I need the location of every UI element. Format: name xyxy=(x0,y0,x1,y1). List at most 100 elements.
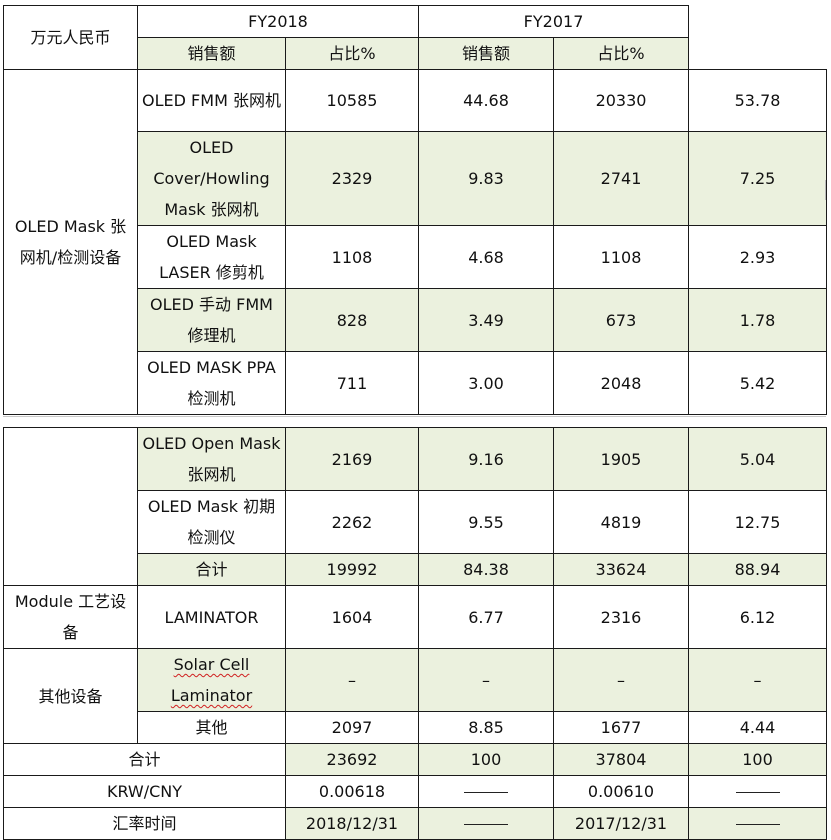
cell-fy2018-sales: 2097 xyxy=(285,711,419,744)
table-row: OLED Mask 张网机/检测设备 OLED FMM 张网机 10585 44… xyxy=(3,69,828,415)
col-header-share-2017: 占比% xyxy=(553,37,690,70)
cell-fy2017-share: 6.12 xyxy=(688,585,827,649)
table-row: OLED Open Mask 张网机 2169 9.16 1905 5.04 xyxy=(3,427,827,586)
cell-fy2018-share: 9.83 xyxy=(418,131,555,226)
cell-fy2017-share: 7.25 xyxy=(688,131,828,226)
cell-fy2017-share: 1.78 xyxy=(688,288,828,352)
cell-fy2018-share: 3.00 xyxy=(418,351,555,415)
total-fy2018-sales: 23692 xyxy=(285,743,419,776)
cell-fy2017-sales: 1677 xyxy=(553,711,689,744)
total-fy2018-share: 100 xyxy=(418,743,554,776)
cell-fy2018-share: 4.68 xyxy=(418,225,555,289)
page-break-line xyxy=(3,416,826,417)
col-header-share-2018: 占比% xyxy=(284,37,420,70)
fx-fy2017-dash xyxy=(688,775,827,808)
year-header-fy2018: FY2018 xyxy=(136,5,420,38)
row-label: OLED Mask LASER 修剪机 xyxy=(137,225,286,289)
group-label-other: 其他设备 xyxy=(3,648,138,744)
cell-fy2017-share: 5.04 xyxy=(688,427,827,491)
total-label: 合计 xyxy=(3,743,286,776)
col-header-sales-2017: 销售额 xyxy=(418,37,555,70)
cell-fy2018-share: 8.85 xyxy=(418,711,554,744)
row-label: OLED FMM 张网机 xyxy=(137,69,286,132)
row-label: Solar Cell Laminator xyxy=(137,648,286,712)
cell-fy2018-share: 9.55 xyxy=(418,490,554,554)
sales-table-part-1: 万元人民币 FY2018 FY2017 销售额 占比% 销售额 占比% OLED… xyxy=(3,5,828,415)
cell-fy2018-share: – xyxy=(418,648,554,712)
cell-fy2017-share: – xyxy=(688,648,827,712)
table-row-fx: KRW/CNY 0.00618 0.00610 xyxy=(3,775,827,808)
cell-fy2017-sales: 1905 xyxy=(553,427,689,491)
fx-date-label: 汇率时间 xyxy=(3,807,286,840)
cell-fy2018-share: 3.49 xyxy=(418,288,555,352)
row-label: LAMINATOR xyxy=(137,585,286,649)
cell-fy2018-sales: 828 xyxy=(284,288,420,352)
cell-fy2017-sales: – xyxy=(553,648,689,712)
cell-fy2018-sales: 10585 xyxy=(284,69,420,132)
cell-fy2017-share: 5.42 xyxy=(688,351,828,415)
cell-fy2018-sales: 711 xyxy=(284,351,420,415)
fx-label: KRW/CNY xyxy=(3,775,286,808)
cell-fy2018-sales: 19992 xyxy=(285,553,419,586)
row-label: OLED Open Mask 张网机 xyxy=(137,427,286,491)
dash-line xyxy=(735,792,780,793)
page-edge-mark xyxy=(825,180,831,200)
cell-fy2018-sales: 2329 xyxy=(284,131,420,226)
dash-line xyxy=(464,792,508,793)
fx-fy2018-dash xyxy=(418,775,554,808)
fx-date-fy2017: 2017/12/31 xyxy=(553,807,689,840)
row-label-text: Solar Cell Laminator xyxy=(170,655,253,705)
table-row-total: 合计 23692 100 37804 100 xyxy=(3,743,827,776)
fx-date-fy2017-dash xyxy=(688,807,827,840)
cell-fy2018-share: 9.16 xyxy=(418,427,554,491)
table-row: OLED MASK PPA 检测机 711 3.00 2048 5.42 xyxy=(4,351,828,415)
unit-header: 万元人民币 xyxy=(3,5,138,70)
group-label-oled-mask-cont xyxy=(3,427,138,586)
table-row: 其他 2097 8.85 1677 4.44 xyxy=(4,711,827,744)
cell-fy2017-share: 12.75 xyxy=(688,490,827,554)
col-header-sales-2018: 销售额 xyxy=(137,37,286,70)
row-label: OLED Mask 初期检测仪 xyxy=(137,490,286,554)
sales-table-part-2: OLED Open Mask 张网机 2169 9.16 1905 5.04 O… xyxy=(3,427,827,840)
cell-fy2018-sales: 1604 xyxy=(285,585,419,649)
row-label: 合计 xyxy=(137,553,286,586)
dash-line xyxy=(735,824,780,825)
cell-fy2017-sales: 2316 xyxy=(553,585,689,649)
cell-fy2018-sales: 1108 xyxy=(284,225,420,289)
dash-line xyxy=(464,824,508,825)
cell-fy2017-sales: 2048 xyxy=(553,351,690,415)
group-label-module: Module 工艺设备 xyxy=(3,585,138,649)
cell-fy2018-sales: 2262 xyxy=(285,490,419,554)
cell-fy2017-sales: 20330 xyxy=(553,69,690,132)
cell-fy2018-sales: 2169 xyxy=(285,427,419,491)
cell-fy2018-share: 84.38 xyxy=(418,553,554,586)
table-row: OLED Mask 初期检测仪 2262 9.55 4819 12.75 xyxy=(4,490,827,554)
group-label-oled-mask: OLED Mask 张网机/检测设备 xyxy=(3,69,138,415)
cell-fy2017-share: 4.44 xyxy=(688,711,827,744)
cell-fy2018-share: 6.77 xyxy=(418,585,554,649)
cell-fy2017-share: 88.94 xyxy=(688,553,827,586)
total-fy2017-share: 100 xyxy=(688,743,827,776)
table-row: OLED 手动 FMM 修理机 828 3.49 673 1.78 xyxy=(4,288,828,352)
fx-fy2017: 0.00610 xyxy=(553,775,689,808)
cell-fy2017-share: 53.78 xyxy=(688,69,828,132)
fx-date-fy2018: 2018/12/31 xyxy=(285,807,419,840)
cell-fy2017-share: 2.93 xyxy=(688,225,828,289)
cell-fy2017-sales: 2741 xyxy=(553,131,690,226)
row-label: 其他 xyxy=(137,711,286,744)
table-row: OLED Cover/Howling Mask 张网机 2329 9.83 27… xyxy=(4,131,828,226)
year-header-fy2017: FY2017 xyxy=(418,5,690,38)
cell-fy2017-sales: 4819 xyxy=(553,490,689,554)
row-label: OLED MASK PPA 检测机 xyxy=(137,351,286,415)
table-row: OLED Mask LASER 修剪机 1108 4.68 1108 2.93 xyxy=(4,225,828,289)
fx-date-fy2018-dash xyxy=(418,807,554,840)
total-fy2017-sales: 37804 xyxy=(553,743,689,776)
cell-fy2018-share: 44.68 xyxy=(418,69,555,132)
table-row-fx-date: 汇率时间 2018/12/31 2017/12/31 xyxy=(3,807,827,840)
cell-fy2017-sales: 33624 xyxy=(553,553,689,586)
cell-fy2017-sales: 673 xyxy=(553,288,690,352)
table-row: Module 工艺设备 LAMINATOR 1604 6.77 2316 6.1… xyxy=(3,585,827,649)
row-label: OLED 手动 FMM 修理机 xyxy=(137,288,286,352)
cell-fy2017-sales: 1108 xyxy=(553,225,690,289)
fx-fy2018: 0.00618 xyxy=(285,775,419,808)
